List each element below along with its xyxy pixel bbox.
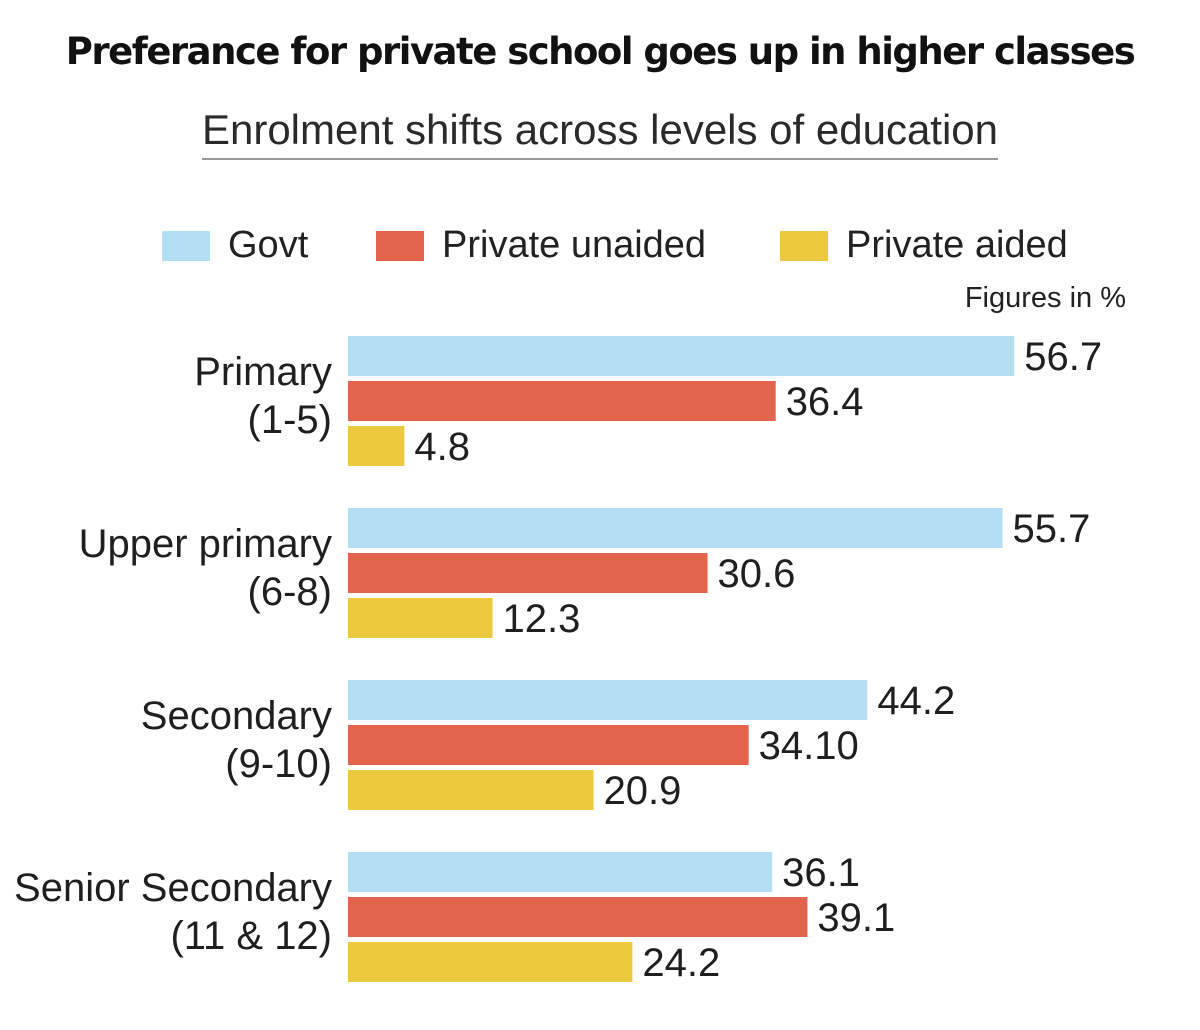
units-note: Figures in % [964, 282, 1126, 314]
legend-label-private-unaided: Private unaided [442, 224, 707, 266]
legend-swatch-private-aided [780, 231, 828, 261]
category-range-label: (9-10) [225, 742, 332, 786]
category-label-primary: Primary (1-5) [194, 350, 332, 442]
chart-subtitle: Enrolment shifts across levels of educat… [0, 106, 1200, 160]
category-range-label: (11 & 12) [170, 914, 332, 958]
category-range-label: (1-5) [248, 398, 332, 442]
bar-govt-primary [348, 336, 1015, 376]
category-range-label: (6-8) [248, 570, 332, 614]
data-label-private-aided-primary: 4.8 [414, 425, 470, 469]
bar-private-unaided-secondary [348, 725, 749, 765]
data-label-private-unaided-senior-secondary: 39.1 [817, 896, 895, 940]
category-label-line: Senior Secondary [14, 866, 332, 910]
bar-private-unaided-primary [348, 381, 776, 421]
chart-subtitle-text: Enrolment shifts across levels of educat… [201, 106, 999, 160]
bar-private-aided-upper-primary [348, 598, 493, 638]
data-label-private-unaided-upper-primary: 30.6 [718, 552, 796, 596]
bar-private-aided-primary [348, 426, 405, 466]
bar-private-aided-senior-secondary [348, 942, 633, 982]
bar-govt-senior-secondary [348, 852, 773, 892]
bar-private-unaided-senior-secondary [348, 897, 808, 937]
data-label-private-unaided-primary: 36.4 [786, 380, 864, 424]
bar-private-unaided-upper-primary [348, 553, 708, 593]
category-label-line: Secondary [141, 694, 332, 738]
data-label-private-aided-senior-secondary: 24.2 [642, 941, 720, 985]
data-label-private-aided-secondary: 20.9 [604, 769, 682, 813]
category-label-upper-primary: Upper primary (6-8) [79, 522, 332, 614]
legend-label-private-aided: Private aided [846, 224, 1068, 266]
data-label-private-unaided-secondary: 34.10 [759, 724, 859, 768]
data-label-private-aided-upper-primary: 12.3 [503, 597, 581, 641]
bar-govt-upper-primary [348, 508, 1003, 548]
category-label-line: Primary [194, 350, 332, 394]
data-label-govt-senior-secondary: 36.1 [782, 851, 860, 895]
legend-label-govt: Govt [228, 224, 309, 266]
bar-private-aided-secondary [348, 770, 594, 810]
data-label-govt-upper-primary: 55.7 [1012, 507, 1090, 551]
bar-govt-secondary [348, 680, 868, 720]
legend-swatch-private-unaided [376, 231, 424, 261]
category-label-line: Upper primary [79, 522, 332, 566]
legend-swatch-govt [162, 231, 210, 261]
data-label-govt-primary: 56.7 [1024, 335, 1102, 379]
data-label-govt-secondary: 44.2 [877, 679, 955, 723]
category-label-senior-secondary: Senior Secondary (11 & 12) [14, 866, 332, 958]
category-label-secondary: Secondary (9-10) [141, 694, 332, 786]
chart-title: Preferance for private school goes up in… [65, 30, 1136, 73]
